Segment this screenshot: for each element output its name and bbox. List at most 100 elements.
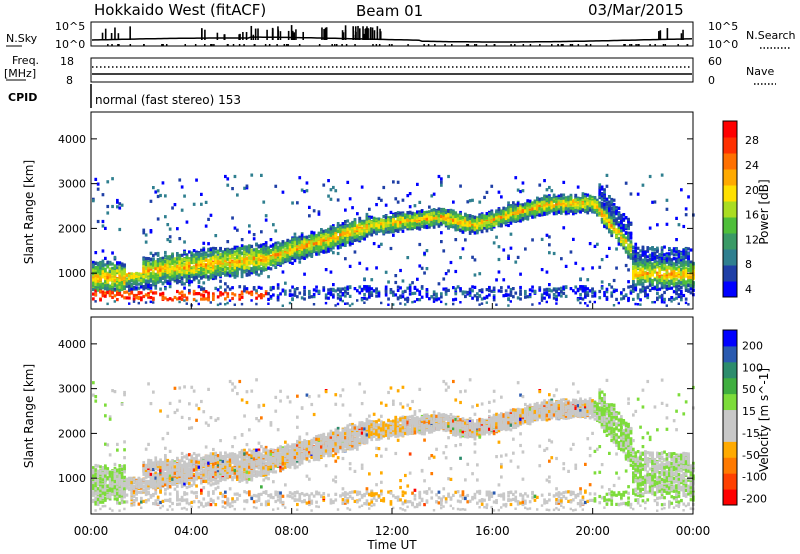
range-cell (149, 199, 153, 203)
range-cell (375, 227, 378, 231)
noise-search-dot (539, 44, 541, 46)
range-cell (346, 291, 350, 295)
range-cell (276, 252, 280, 257)
range-cell (430, 194, 434, 198)
range-cell (300, 250, 304, 254)
range-cell (180, 263, 184, 268)
range-cell (322, 288, 326, 292)
range-cell (135, 293, 138, 298)
range-cell (408, 286, 412, 290)
range-cell (365, 229, 369, 233)
range-cell (428, 223, 431, 227)
range-cell (454, 292, 458, 296)
noise-search-dot (268, 44, 271, 46)
range-cell (183, 293, 186, 297)
noise-search-dot (623, 44, 625, 46)
range-cell (377, 227, 381, 231)
range-cell (310, 247, 314, 251)
range-cell (183, 270, 186, 274)
range-cell (171, 274, 174, 278)
range-cell (96, 269, 100, 273)
noise-search-dot (117, 44, 119, 46)
range-cell (291, 201, 294, 205)
range-cell (178, 273, 182, 277)
range-cell (365, 289, 369, 293)
range-cell (108, 284, 112, 288)
range-cell (200, 266, 203, 271)
range-cell (118, 288, 122, 293)
range-cell (267, 266, 270, 270)
noise-search-dot (238, 44, 241, 46)
range-cell (425, 214, 429, 218)
range-cell (96, 271, 100, 275)
range-cell (298, 176, 302, 180)
range-cell (154, 276, 158, 280)
range-cell (360, 287, 364, 291)
range-cell (346, 219, 350, 223)
range-cell (94, 266, 98, 270)
range-cell (195, 263, 198, 267)
range-cell (356, 238, 359, 242)
range-cell (324, 241, 328, 245)
range-cell (348, 285, 352, 289)
range-cell (209, 257, 213, 261)
range-cell (310, 236, 314, 240)
range-cell (303, 272, 306, 276)
noise-bar (277, 29, 280, 40)
range-cell (144, 273, 148, 277)
range-cell (164, 275, 167, 279)
range-cell (212, 262, 215, 266)
range-cell (456, 221, 460, 225)
range-cell (164, 272, 167, 276)
range-cell (250, 269, 254, 273)
range-cell (147, 273, 150, 277)
range-cell (375, 231, 378, 235)
range-cell (327, 227, 330, 231)
range-cell (123, 290, 126, 294)
range-cell (425, 221, 429, 225)
range-cell (348, 233, 352, 237)
freq-unit-label: [MHz] (4, 67, 36, 80)
range-cell (428, 220, 431, 224)
range-cell (113, 294, 117, 298)
range-cell (147, 262, 150, 266)
range-cell (123, 278, 126, 282)
range-cell (384, 219, 388, 223)
range-cell (377, 229, 381, 233)
range-cell (298, 291, 302, 295)
cpid-panel: CPID normal (fast stereo) 153 (8, 84, 241, 108)
range-cell (108, 262, 112, 266)
range-cell (260, 267, 263, 271)
range-cell (255, 267, 258, 271)
range-cell (202, 251, 206, 255)
range-cell (200, 276, 203, 280)
range-cell (200, 297, 203, 301)
range-cell (382, 215, 386, 219)
range-cell (212, 294, 215, 298)
range-cell (171, 267, 174, 271)
noise-search-dot (118, 44, 120, 46)
range-cell (159, 278, 162, 282)
range-cell (447, 174, 450, 179)
range-cell (459, 216, 462, 220)
range-cell (226, 177, 230, 181)
range-cell (272, 223, 275, 227)
range-cell (212, 253, 215, 257)
range-cell (111, 288, 114, 293)
range-cell (404, 216, 407, 220)
range-cell (264, 244, 268, 248)
range-cell (332, 288, 335, 293)
range-cell (156, 270, 160, 274)
range-cell (473, 258, 477, 262)
range-cell (221, 259, 225, 263)
range-cell (248, 250, 251, 254)
range-cell (334, 231, 338, 236)
range-cell (243, 245, 246, 249)
range-cell (219, 293, 222, 297)
noise-search-dot (210, 44, 212, 46)
range-cell (401, 229, 405, 233)
range-cell (468, 226, 472, 231)
range-cell (212, 272, 215, 276)
range-cell (437, 174, 441, 179)
